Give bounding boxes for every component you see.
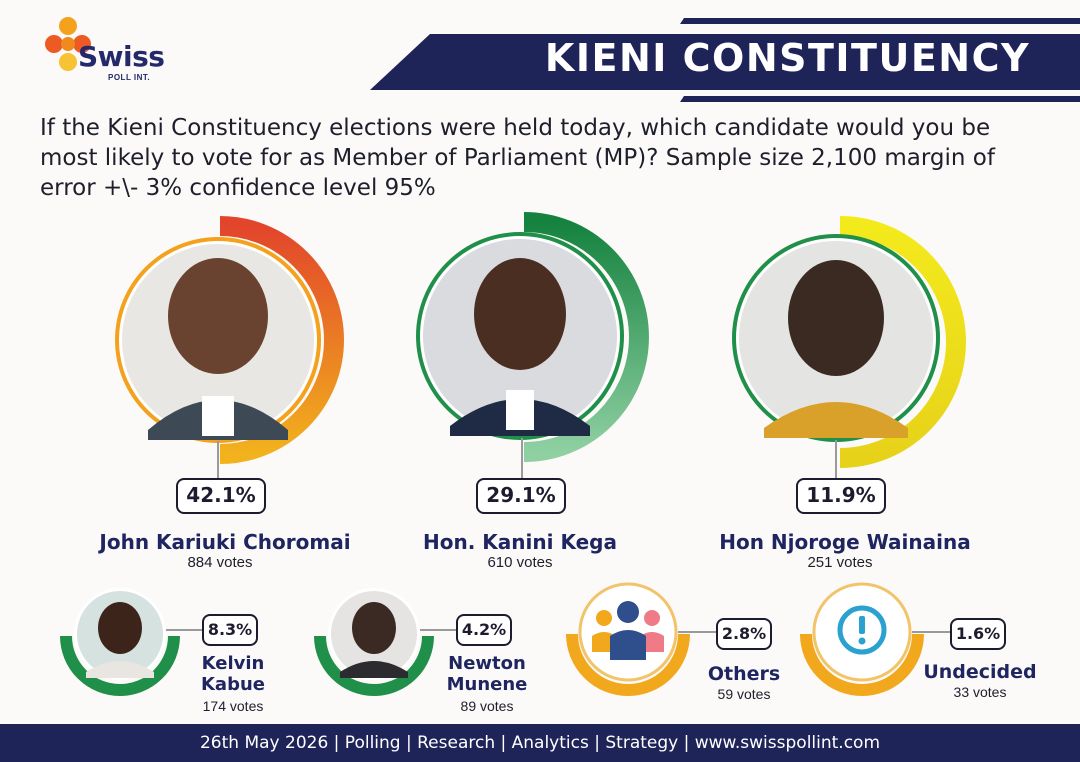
candidate-1-percent: 42.1% bbox=[176, 478, 266, 514]
candidate-1-name: John Kariuki Choromai bbox=[99, 530, 351, 554]
exclamation-icon bbox=[837, 605, 887, 655]
others-votes: 59 votes bbox=[717, 686, 771, 702]
candidate-4-ring bbox=[60, 588, 206, 696]
candidate-3-votes: 251 votes bbox=[807, 554, 873, 571]
brand-subtitle: POLL INT. bbox=[108, 73, 151, 82]
candidate-2-votes: 610 votes bbox=[487, 554, 553, 571]
undecided-percent: 1.6% bbox=[950, 618, 1006, 650]
candidate-4-votes: 174 votes bbox=[202, 698, 264, 714]
candidate-4-last-name: Kabue bbox=[200, 674, 265, 695]
footer-bar: 26th May 2026 | Polling | Research | Ana… bbox=[0, 724, 1080, 762]
candidate-3-name: Hon Njoroge Wainaina bbox=[719, 530, 971, 554]
candidate-5-last-name: Munene bbox=[446, 674, 528, 695]
people-icon bbox=[592, 601, 664, 660]
title-banner bbox=[370, 18, 1080, 102]
candidate-2-percent: 29.1% bbox=[476, 478, 566, 514]
swiss-logo-icon bbox=[45, 17, 91, 71]
candidate-1-ring bbox=[115, 216, 344, 478]
candidate-4-first-name: Kelvin bbox=[201, 653, 265, 674]
candidate-1-votes: 884 votes bbox=[187, 554, 253, 571]
survey-question: If the Kieni Constituency elections were… bbox=[40, 115, 995, 201]
banner-title: KIENI CONSTITUENCY bbox=[544, 36, 1030, 80]
candidate-5-first-name: Newton bbox=[448, 653, 526, 674]
candidate-3-percent: 11.9% bbox=[796, 478, 886, 514]
candidate-5-ring bbox=[314, 588, 460, 696]
candidate-5-votes: 89 votes bbox=[460, 698, 514, 714]
candidate-3-ring bbox=[732, 216, 966, 482]
undecided-votes: 33 votes bbox=[953, 684, 1007, 700]
undecided-ring bbox=[800, 582, 956, 696]
others-percent: 2.8% bbox=[716, 618, 772, 650]
candidate-5-percent: 4.2% bbox=[456, 614, 512, 646]
others-label: Others bbox=[707, 663, 781, 685]
others-ring bbox=[566, 582, 716, 696]
undecided-label: Undecided bbox=[923, 661, 1037, 683]
candidate-2-name: Hon. Kanini Kega bbox=[423, 530, 617, 554]
brand-name: Swiss bbox=[78, 40, 165, 73]
candidate-4-percent: 8.3% bbox=[202, 614, 258, 646]
candidate-2-ring bbox=[416, 212, 649, 478]
